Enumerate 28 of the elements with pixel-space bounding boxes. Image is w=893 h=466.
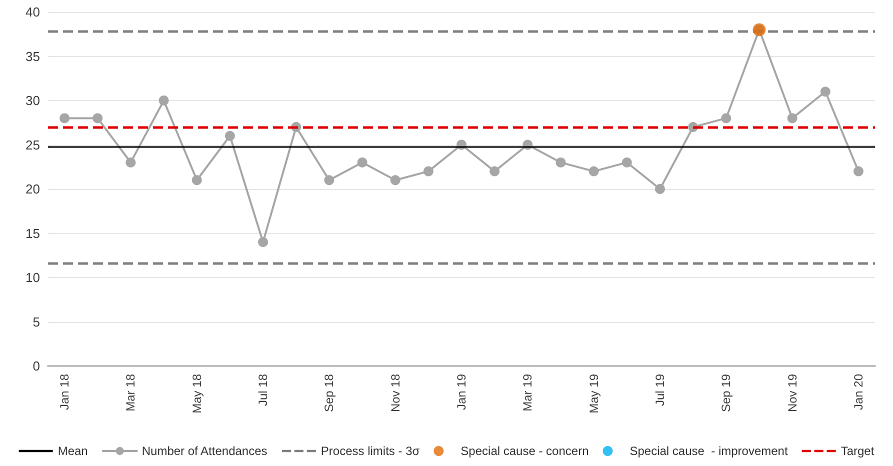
- x-tick-label: May 19: [586, 374, 601, 414]
- legend-label: Special cause - improvement: [630, 444, 788, 458]
- legend-label: Number of Attendances: [142, 444, 268, 458]
- x-tick-label: Jan 20: [851, 374, 866, 410]
- y-tick-label: 5: [32, 314, 40, 330]
- legend-label: Target: [840, 444, 875, 458]
- x-tick-label: May 18: [190, 374, 204, 414]
- y-tick-label: 40: [26, 4, 40, 20]
- x-tick-label: Mar 18: [124, 374, 138, 412]
- x-tick-label: Jan 18: [58, 374, 72, 410]
- x-tick-label: Jul 19: [652, 374, 667, 406]
- x-tick-label: Sep 18: [322, 374, 336, 412]
- x-tick-label: Sep 19: [719, 374, 734, 412]
- x-tick-label: Mar 19: [520, 374, 535, 412]
- legend-label: Process limits - 3σ: [320, 444, 420, 458]
- y-tick-label: 15: [26, 226, 40, 241]
- x-tick-label: Jan 19: [454, 374, 468, 410]
- y-tick-label: 25: [26, 137, 40, 152]
- y-tick-label: 0: [32, 358, 40, 374]
- x-tick-label: Jul 18: [256, 374, 270, 406]
- x-tick-label: Nov 18: [388, 374, 402, 412]
- y-tick-label: 35: [26, 48, 40, 64]
- y-tick-label: 30: [26, 93, 40, 108]
- legend-label: Special cause - concern: [460, 444, 589, 458]
- y-tick-label: 10: [26, 270, 40, 285]
- y-tick-label: 20: [26, 182, 40, 196]
- legend-label: Mean: [58, 444, 88, 458]
- x-tick-label: Nov 19: [785, 374, 800, 412]
